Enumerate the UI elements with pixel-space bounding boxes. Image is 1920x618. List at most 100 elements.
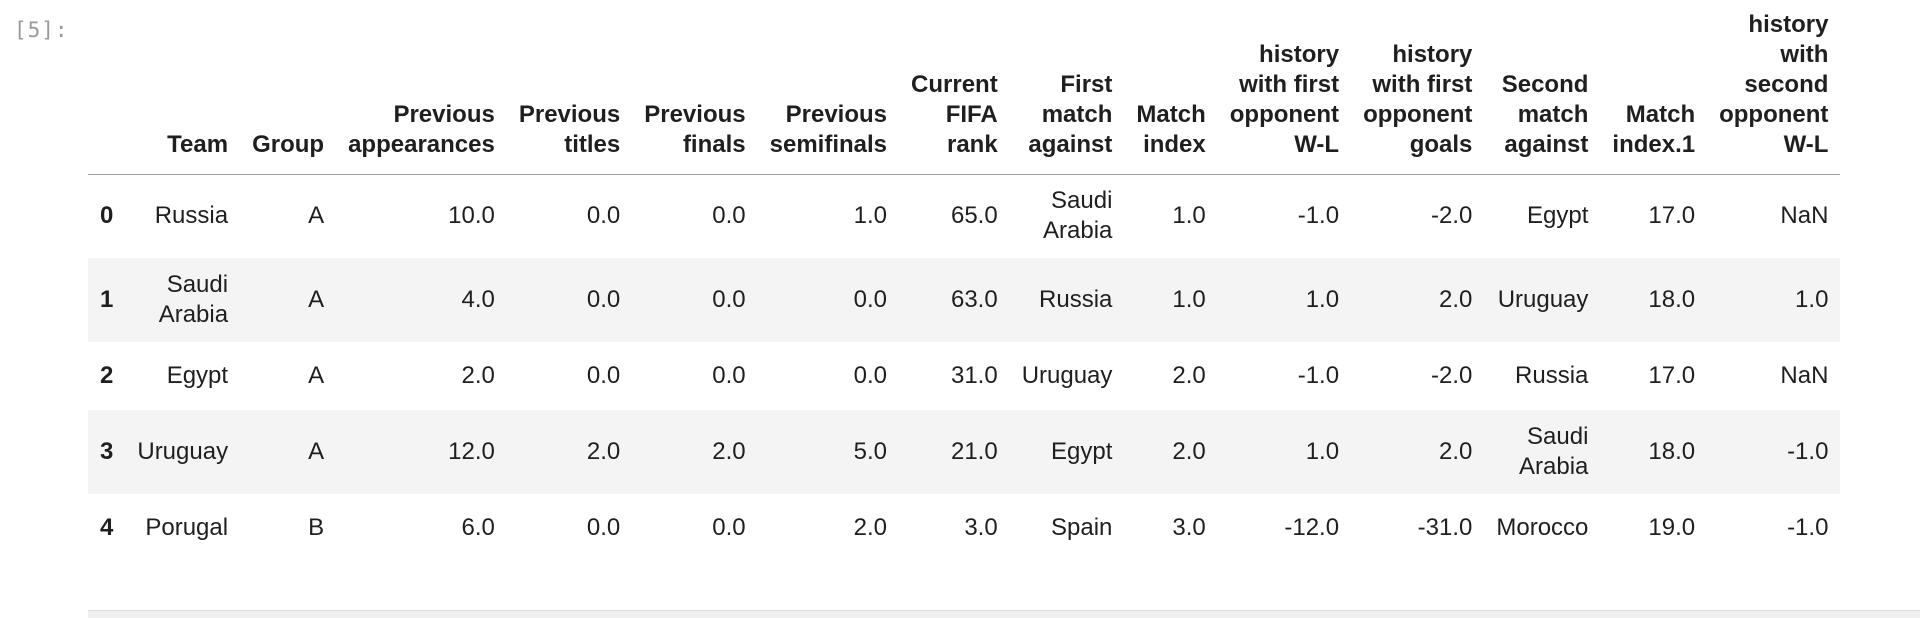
text-line: Morocco (1496, 514, 1589, 541)
table-cell: -31.0 (1351, 494, 1484, 562)
text-line: Arabia (1043, 217, 1113, 245)
table-cell: Egypt (125, 342, 240, 410)
text-line: Previous (644, 100, 746, 128)
table-cell: 31.0 (899, 342, 1010, 410)
output-scrollbar-track[interactable] (88, 610, 1920, 618)
table-cell: 65.0 (899, 174, 1010, 258)
text-line: titles (564, 130, 621, 158)
text-line: -2.0 (1431, 202, 1473, 230)
text-line: 63.0 (950, 286, 998, 313)
table-cell: 21.0 (899, 410, 1010, 494)
index-header (88, 0, 126, 175)
table-cell: 1.0 (758, 174, 899, 258)
text-line: 5.0 (853, 438, 888, 465)
column-header: history with first opponent goals (1351, 0, 1485, 175)
text-line: NaN (1780, 362, 1829, 389)
table-cell: 18.0 (1600, 258, 1707, 342)
table-cell: Uruguay (1010, 342, 1125, 410)
text-line: 1.0 (1305, 438, 1340, 465)
table-cell: Egypt (1010, 410, 1125, 494)
text-line: Group (252, 130, 325, 158)
table-cell: 3.0 (899, 494, 1010, 562)
text-line: 0.0 (586, 362, 621, 389)
table-cell: 0.0 (507, 174, 632, 258)
table-cell: Saudi Arabia (1484, 410, 1600, 494)
text-line: 10.0 (448, 202, 495, 230)
column-header: Second match against (1484, 0, 1601, 175)
text-line: 1.0 (1795, 286, 1829, 313)
table-body: 0 Russia A 10.0 0.0 0.0 1.0 65.0 Saudi Arabia 1.0-… (88, 174, 1841, 562)
table-cell: Porugal (125, 494, 240, 562)
text-line: finals (682, 130, 746, 158)
text-line: opponent (1229, 100, 1340, 128)
table-cell: -2.0 (1351, 342, 1484, 410)
table-cell: 2.0 (1124, 342, 1217, 410)
text-line: Uruguay (1021, 362, 1113, 389)
text-line: Previous (393, 100, 495, 128)
header-row: Team Group Previous appearances Previous titl… (88, 0, 1841, 175)
text-line: Uruguay (137, 438, 229, 465)
text-line: Arabia (158, 301, 229, 328)
row-index: 4 (100, 514, 114, 541)
text-line: match (1041, 100, 1113, 128)
text-line: 3.0 (964, 514, 998, 541)
dataframe-output: Team Group Previous appearances Previous titl… (88, 0, 1920, 562)
text-line: 17.0 (1648, 202, 1696, 230)
table-cell: A (240, 258, 336, 342)
text-line: Saudi (1527, 423, 1589, 450)
column-header: Previous appearances (336, 0, 507, 175)
column-header: Previous finals (632, 0, 758, 175)
text-line: Team (167, 130, 229, 158)
text-line: Porugal (145, 514, 229, 541)
table-cell: Russia (1484, 342, 1600, 410)
text-line: 19.0 (1648, 514, 1696, 541)
column-header: Match index (1124, 0, 1218, 175)
table-cell: 19.0 (1600, 494, 1707, 562)
text-line: 2.0 (1172, 438, 1206, 465)
table-cell: 0.0 (632, 342, 757, 410)
column-header: history with first opponent W-L (1217, 0, 1352, 175)
text-line: 0.0 (586, 202, 621, 230)
text-line: 1.0 (1172, 202, 1206, 230)
table-cell: 2.0 (632, 410, 757, 494)
execution-count-prompt: [5]: (14, 18, 69, 42)
table-cell: A (240, 410, 336, 494)
column-header: Previous titles (506, 0, 633, 175)
table-cell: Russia (125, 174, 240, 258)
text-line: Russia (154, 202, 229, 230)
text-line: B (308, 514, 325, 541)
table-cell: 6.0 (336, 494, 507, 562)
table-cell: Uruguay (1484, 258, 1600, 342)
table-cell: 0.0 (758, 342, 899, 410)
table-cell: Egypt (1484, 174, 1600, 258)
table-cell: 2.0 (758, 494, 899, 562)
text-line: match (1517, 100, 1589, 128)
table-cell: 5.0 (758, 410, 899, 494)
text-line: with first (1239, 70, 1340, 98)
text-line: 0.0 (586, 286, 621, 313)
table-cell: 4.0 (336, 258, 507, 342)
text-line: 0.0 (712, 202, 746, 230)
table-cell: 1.0 (1124, 174, 1217, 258)
text-line: Second (1501, 70, 1589, 98)
text-line: 1.0 (1305, 286, 1340, 313)
row-index: 2 (100, 362, 114, 389)
table-cell: 1.0 (1124, 258, 1217, 342)
text-line: 0.0 (853, 362, 888, 389)
text-line: 3.0 (1172, 514, 1206, 541)
table-cell: 1.0 (1218, 258, 1351, 342)
text-line: -31.0 (1417, 514, 1473, 541)
column-header: Team (125, 0, 241, 175)
text-line: semifinals (769, 130, 888, 158)
text-line: second (1744, 70, 1829, 98)
text-line: Egypt (166, 362, 229, 389)
text-line: Russia (1515, 362, 1589, 389)
table-cell: 10.0 (336, 174, 507, 258)
table-cell: 0.0 (507, 342, 632, 410)
text-line: Uruguay (1497, 286, 1589, 313)
table-cell: A (240, 174, 336, 258)
text-line: index (1143, 130, 1206, 158)
table-row: 2 Egypt A 2.0 0.0 0.0 0.0 31.0 Uruguay 2.0 -1.0 -2.… (88, 342, 1840, 410)
table-cell: Saudi Arabia (125, 258, 240, 342)
